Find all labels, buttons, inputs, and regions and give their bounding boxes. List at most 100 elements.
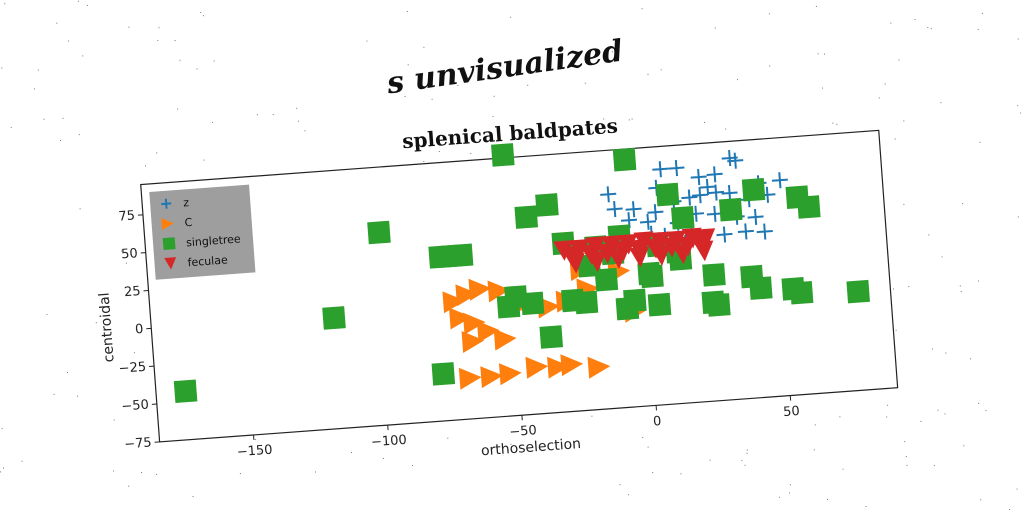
noise-dot <box>737 79 738 81</box>
noise-dot <box>1 427 3 429</box>
noise-dot <box>79 208 81 210</box>
point-feculae <box>660 236 681 258</box>
y-tick-label: 0 <box>135 322 144 338</box>
noise-dot <box>1017 105 1019 107</box>
noise-dot <box>884 83 886 85</box>
noise-dot <box>628 494 630 496</box>
noise-dot <box>60 140 61 141</box>
noise-dot <box>200 12 202 13</box>
noise-dot <box>647 446 649 448</box>
x-tick-label: −50 <box>509 423 537 440</box>
noise-dot <box>77 395 79 397</box>
point-singletree <box>496 294 521 319</box>
noise-dot <box>0 471 2 473</box>
noise-dot <box>177 108 179 110</box>
y-tick-label: −50 <box>121 398 149 415</box>
point-singletree <box>535 193 559 217</box>
noise-dot <box>382 457 384 459</box>
legend-label: singletree <box>186 232 242 249</box>
noise-dot <box>591 415 593 417</box>
legend-marker <box>162 237 176 251</box>
point-singletree <box>367 220 391 245</box>
point-C <box>458 367 482 390</box>
noise-dot <box>789 484 791 486</box>
point-z <box>691 187 709 204</box>
noise-dot <box>203 15 204 17</box>
noise-dot <box>351 451 352 453</box>
point-feculae <box>564 252 585 274</box>
y-tick-label: 75 <box>118 208 136 224</box>
noise-dot <box>412 465 413 466</box>
point-feculae <box>596 243 617 264</box>
point-singletree <box>173 379 198 404</box>
noise-dot <box>297 120 299 122</box>
noise-dot <box>296 107 298 109</box>
noise-dot <box>156 473 158 475</box>
noise-dot <box>113 419 115 421</box>
noise-dot <box>817 53 819 55</box>
noise-dot <box>141 472 143 473</box>
noise-dot <box>304 130 306 132</box>
noise-dot <box>128 485 130 487</box>
point-singletree <box>789 280 814 305</box>
noise-dot <box>67 40 69 42</box>
noise-dot <box>493 95 495 97</box>
noise-dot <box>937 409 939 411</box>
point-singletree <box>612 147 637 172</box>
point-z <box>771 172 788 189</box>
noise-dot <box>239 473 241 475</box>
point-C <box>525 356 549 379</box>
noise-dot <box>895 329 897 331</box>
point-singletree <box>701 290 726 315</box>
noise-dot <box>203 159 205 161</box>
noise-dot <box>415 145 417 147</box>
noise-dot <box>447 437 449 439</box>
noise-dot <box>660 69 662 71</box>
noise-dot <box>878 97 880 99</box>
point-C <box>461 331 485 353</box>
point-z <box>706 166 723 183</box>
series-feculae <box>553 227 716 274</box>
noise-dot <box>212 121 213 123</box>
point-z <box>716 226 733 243</box>
noise-dot <box>886 416 888 418</box>
point-z <box>747 208 764 226</box>
noise-dot <box>259 451 261 453</box>
noise-dot <box>970 358 972 360</box>
noise-dot <box>914 19 916 20</box>
noise-dot <box>930 28 932 30</box>
y-tick-label: −25 <box>118 360 146 377</box>
point-C <box>498 363 522 386</box>
noise-dot <box>628 119 630 121</box>
y-axis: −75 −50 −25 0 25 50 75 <box>118 208 160 452</box>
point-z <box>681 189 698 206</box>
plot-marks <box>173 143 870 404</box>
noise-dot <box>789 492 791 494</box>
noise-dot <box>133 352 135 354</box>
y-tick-label: 25 <box>124 284 142 300</box>
point-C <box>487 280 511 303</box>
noise-dot <box>906 464 908 466</box>
noise-dot <box>315 471 316 473</box>
point-feculae <box>650 245 671 266</box>
point-feculae <box>586 251 607 273</box>
point-z <box>606 201 623 218</box>
point-feculae <box>672 243 693 265</box>
noise-dot <box>887 404 889 406</box>
point-singletree <box>539 325 564 349</box>
noise-dot <box>67 372 68 373</box>
noise-dot <box>1017 216 1019 218</box>
point-z <box>756 223 773 240</box>
noise-dot <box>366 40 368 42</box>
noise-dot <box>962 203 964 205</box>
noise-dot <box>894 138 896 140</box>
point-singletree <box>514 205 539 229</box>
noise-dot <box>814 424 816 426</box>
noise-dot <box>778 496 780 498</box>
noise-dot <box>86 4 88 6</box>
point-C <box>455 284 479 307</box>
point-C <box>468 278 492 301</box>
